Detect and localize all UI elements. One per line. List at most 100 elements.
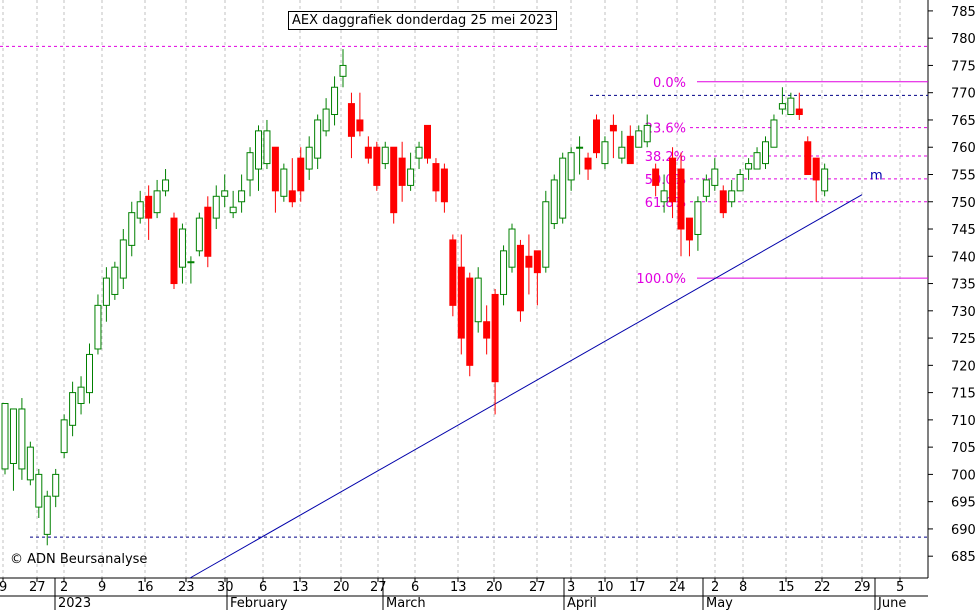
candle-body-up xyxy=(314,119,322,159)
candle-body-up xyxy=(618,146,626,159)
y-tick-label: 730 xyxy=(951,305,976,320)
candle-body-up xyxy=(331,86,339,116)
y-tick-label: 705 xyxy=(951,441,976,456)
candle-body-up xyxy=(508,228,516,268)
candle-body-up xyxy=(643,124,651,143)
candle-body-up xyxy=(94,304,102,350)
candle-body-up xyxy=(136,201,144,219)
x-tick-label: 15 xyxy=(778,580,795,595)
x-tick-label: 9 xyxy=(0,580,7,595)
candle-body-up xyxy=(753,152,761,170)
candle-body-up xyxy=(559,157,567,219)
candle-body-down xyxy=(669,157,677,203)
x-tick-label: 24 xyxy=(669,580,686,595)
candle-body-up xyxy=(255,130,262,170)
candle-body-down xyxy=(170,217,178,285)
chart-title: AEX daggrafiek donderdag 25 mei 2023 xyxy=(288,11,557,30)
candle-body-up xyxy=(26,446,34,481)
y-tick-label: 685 xyxy=(951,550,976,565)
candle-body-up xyxy=(238,190,246,203)
candle-body-up xyxy=(128,212,136,246)
month-label: May xyxy=(706,596,733,610)
candle-body-up xyxy=(35,473,43,508)
y-tick-label: 750 xyxy=(951,196,976,211)
x-tick-label: 16 xyxy=(137,580,154,595)
x-tick-label: 5 xyxy=(896,580,904,595)
x-tick-label: 20 xyxy=(486,580,503,595)
candle-body-down xyxy=(432,163,440,192)
candle-body-down xyxy=(593,119,600,154)
candle-body-down xyxy=(364,146,372,159)
candle-body-up xyxy=(86,353,93,394)
candle-body-down xyxy=(347,103,355,137)
candle-body-up xyxy=(711,168,719,186)
copyright-label: © ADN Beursanalyse xyxy=(10,552,148,567)
x-tick-label: 23 xyxy=(178,580,195,595)
candle-body-up xyxy=(305,146,313,170)
candle-body-down xyxy=(145,195,153,219)
x-tick-label: 20 xyxy=(333,580,350,595)
fib-level-label: 23.6% xyxy=(645,122,686,137)
candle-body-down xyxy=(626,135,634,165)
month-label: March xyxy=(386,596,426,610)
candle-body-up xyxy=(576,146,584,149)
y-tick-label: 725 xyxy=(951,332,976,347)
candle-body-down xyxy=(424,124,431,159)
candle-body-up xyxy=(821,168,829,192)
y-tick-label: 785 xyxy=(951,5,976,20)
candle-body-down xyxy=(483,321,491,339)
candle-body-up xyxy=(702,179,710,197)
candle-body-up xyxy=(263,130,271,165)
candle-body-up xyxy=(187,261,195,264)
candle-body-up xyxy=(694,201,702,235)
x-tick-label: 29 xyxy=(854,580,871,595)
y-tick-label: 740 xyxy=(951,250,976,265)
candle-body-up xyxy=(229,206,237,214)
y-tick-label: 765 xyxy=(951,114,976,129)
candle-body-down xyxy=(584,157,592,170)
y-tick-label: 695 xyxy=(951,496,976,511)
candle-body-down xyxy=(204,206,212,257)
candle-body-down xyxy=(516,244,524,312)
fib-level-label: 38.2% xyxy=(645,150,686,165)
trendline-label: m xyxy=(870,168,883,183)
candle-body-down xyxy=(466,277,474,366)
candle-body-down xyxy=(609,124,617,132)
candle-body-up xyxy=(500,250,508,295)
candle-body-down xyxy=(390,146,398,214)
candle-body-up xyxy=(43,495,51,535)
candle-body-up xyxy=(18,408,26,470)
candle-body-up xyxy=(178,228,186,268)
candle-body-up xyxy=(635,130,643,148)
x-tick-label: 22 xyxy=(814,580,831,595)
candle-body-down xyxy=(525,255,533,268)
x-tick-label: 6 xyxy=(411,580,419,595)
candle-body-up xyxy=(728,190,736,203)
y-tick-label: 690 xyxy=(951,523,976,538)
candle-body-down xyxy=(719,190,727,214)
x-tick-label: 30 xyxy=(217,580,234,595)
candle-body-up xyxy=(601,141,609,165)
candle-body-down xyxy=(271,146,279,192)
candle-body-up xyxy=(153,190,161,214)
x-tick-label: 8 xyxy=(739,580,747,595)
candle-body-down xyxy=(457,266,465,339)
candle-body-up xyxy=(542,201,550,268)
candle-body-down xyxy=(677,168,685,230)
y-tick-label: 745 xyxy=(951,223,976,238)
candle-body-up xyxy=(195,217,203,252)
candle-body-up xyxy=(162,179,170,192)
candle-body-up xyxy=(407,168,415,186)
x-tick-label: 3 xyxy=(567,580,575,595)
x-tick-label: 2 xyxy=(60,580,68,595)
fib-level-label: 100.0% xyxy=(636,272,686,287)
y-tick-label: 735 xyxy=(951,278,976,293)
y-tick-label: 770 xyxy=(951,87,976,102)
fib-level-label: 0.0% xyxy=(653,76,686,91)
candle-body-down xyxy=(398,157,406,186)
x-tick-label: 27 xyxy=(29,580,46,595)
candle-body-up xyxy=(787,97,795,116)
candle-body-up xyxy=(119,239,127,279)
month-label: 2023 xyxy=(58,596,91,610)
